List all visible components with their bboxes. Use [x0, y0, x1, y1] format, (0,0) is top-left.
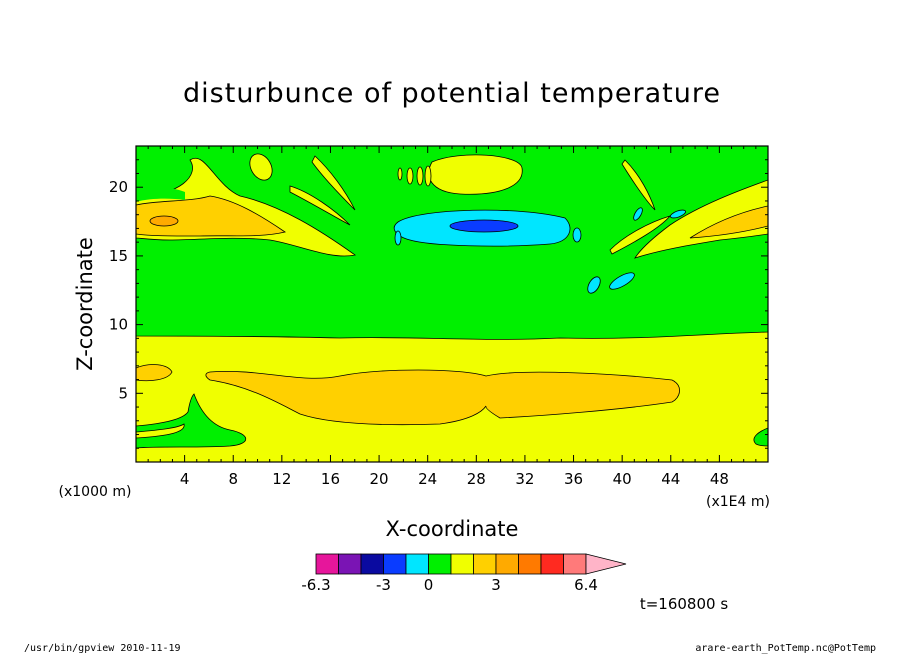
colorbar-swatch [518, 553, 542, 575]
x-tick-label: 48 [710, 470, 729, 488]
colorbar-swatch [540, 553, 564, 575]
colorbar: -6.3 -3 0 3 6.4 [301, 553, 627, 594]
y-tick-label: 10 [109, 316, 128, 334]
footer-right: arare-earth_PotTemp.nc@PotTemp [695, 643, 876, 654]
colorbar-swatch [315, 553, 339, 575]
colorbar-label: 0 [424, 576, 434, 594]
x-unit-label: (x1E4 m) [706, 494, 770, 510]
x-tick-label: 40 [613, 470, 632, 488]
colorbar-label: 6.4 [574, 576, 598, 594]
colorbar-swatch [495, 553, 519, 575]
x-tick-label: 32 [515, 470, 534, 488]
bottom-right-green [753, 427, 768, 447]
contour-field [136, 146, 768, 462]
cold-core [449, 219, 519, 233]
upper-right-lobe [634, 179, 768, 259]
y-tick-label: 5 [118, 384, 128, 402]
chart-title: disturbunce of potential temperature [183, 78, 721, 109]
upper-left-core [149, 215, 179, 227]
colorbar-swatch [563, 553, 587, 575]
colorbar-label: 3 [491, 576, 501, 594]
colorbar-label: -3 [376, 576, 391, 594]
x-axis-label: X-coordinate [386, 517, 519, 541]
footer-left: /usr/bin/gpview 2010-11-19 [24, 643, 181, 654]
colorbar-swatch [473, 553, 497, 575]
upper-left-warm [136, 195, 286, 237]
colorbar-swatch [338, 553, 362, 575]
left-warm-patch [136, 364, 173, 382]
time-label: t=160800 s [640, 595, 728, 613]
warm-lens [205, 369, 680, 426]
colorbar-swatch [405, 553, 429, 575]
colorbar-swatch [383, 553, 407, 575]
colorbar-swatch [450, 553, 474, 575]
upper-center-blob [428, 154, 523, 195]
upper-right-warm [689, 205, 768, 239]
colorbar-label: -6.3 [301, 576, 330, 594]
colorbar-swatch [360, 553, 384, 575]
y-axis-label: Z-coordinate [73, 237, 97, 371]
x-tick-label: 4 [180, 470, 190, 488]
small-lobe-1 [249, 153, 273, 181]
x-tick-label: 44 [661, 470, 680, 488]
x-tick-label: 16 [321, 470, 340, 488]
x-tick-label: 24 [418, 470, 437, 488]
x-tick-label: 20 [370, 470, 389, 488]
x-tick-label: 8 [228, 470, 238, 488]
colorbar-arrow [585, 553, 627, 575]
y-tick-label: 20 [109, 178, 128, 196]
y-tick-label: 15 [109, 247, 128, 265]
colorbar-swatch [428, 553, 452, 575]
y-unit-label: (x1000 m) [59, 484, 132, 500]
x-tick-label: 12 [272, 470, 291, 488]
x-tick-label: 28 [467, 470, 486, 488]
x-tick-label: 36 [564, 470, 583, 488]
